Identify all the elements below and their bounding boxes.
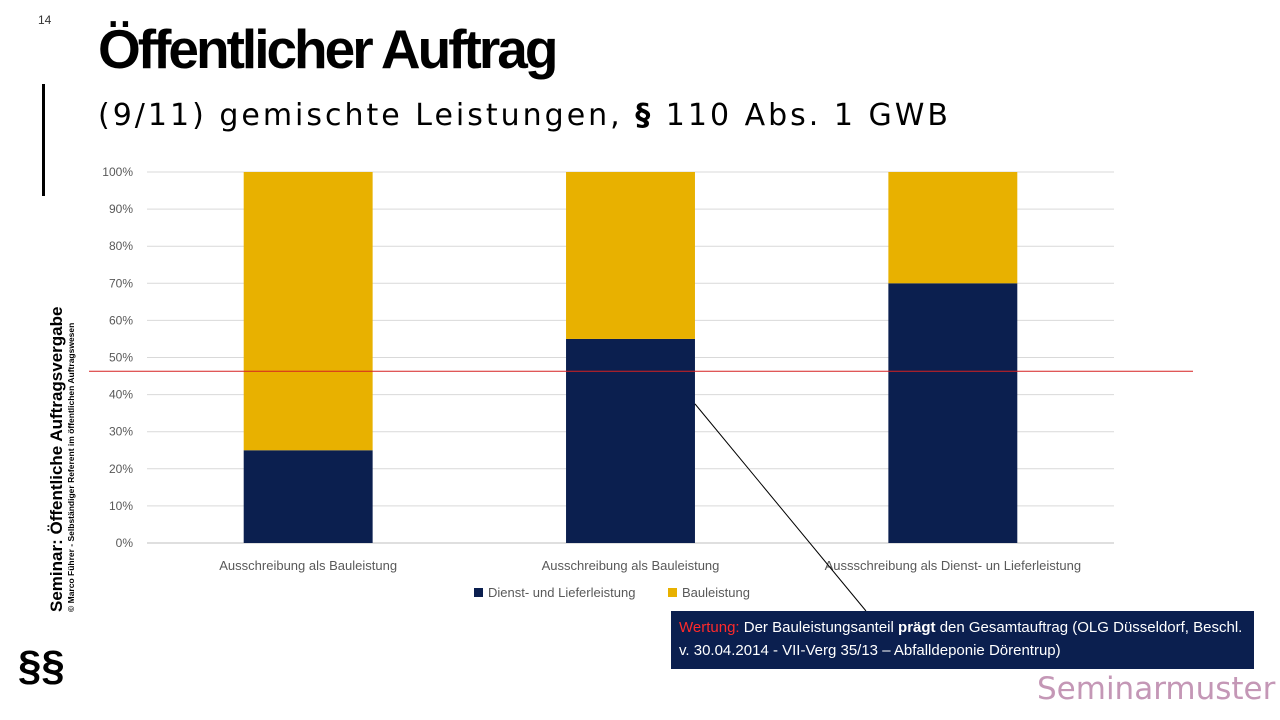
legend-swatch	[668, 588, 677, 597]
y-tick-label: 40%	[109, 388, 133, 402]
page-subtitle: (9/11) gemischte Leistungen, § 110 Abs. …	[98, 101, 951, 131]
bar-segment	[566, 172, 695, 339]
bar-segment	[566, 338, 695, 543]
subtitle-prefix: (9/11) gemischte Leistungen,	[98, 98, 636, 133]
subtitle-suffix: 110 Abs. 1 GWB	[653, 98, 951, 133]
y-tick-label: 0%	[116, 536, 134, 550]
y-tick-label: 70%	[109, 276, 133, 290]
callout-connector	[694, 403, 867, 612]
y-tick-label: 10%	[109, 499, 133, 513]
y-tick-label: 20%	[109, 462, 133, 476]
decorative-bar	[42, 84, 45, 196]
callout-box: Wertung: Der Bauleistungsanteil prägt de…	[671, 611, 1254, 669]
legend-label: Dienst- und Lieferleistung	[488, 585, 635, 600]
bar-segment	[888, 283, 1018, 543]
callout-label: Wertung:	[679, 619, 740, 636]
bar-segment	[888, 172, 1018, 284]
y-tick-label: 50%	[109, 351, 133, 365]
x-tick-label: Ausschreibung als Bauleistung	[542, 558, 720, 573]
watermark: Seminarmuster	[1037, 671, 1276, 707]
callout-text-1: Der Bauleistungsanteil	[739, 619, 899, 636]
y-tick-label: 90%	[109, 202, 133, 216]
page-title: Öffentlicher Auftrag	[98, 18, 558, 80]
y-tick-label: 80%	[109, 239, 133, 253]
bar-segment	[243, 172, 373, 451]
x-tick-label: Ausschreibung als Bauleistung	[219, 558, 397, 573]
subtitle-bold: §	[635, 98, 654, 133]
callout-bold: prägt	[898, 619, 936, 636]
page-number: 14	[38, 13, 52, 27]
y-tick-label: 100%	[102, 165, 133, 179]
bar-segment	[243, 450, 373, 543]
legend-swatch	[474, 588, 483, 597]
y-tick-label: 30%	[109, 425, 133, 439]
x-tick-label: Aussschreibung als Dienst- un Lieferleis…	[825, 558, 1082, 573]
y-tick-label: 60%	[109, 313, 133, 327]
paragraph-symbol: §§	[18, 642, 65, 689]
legend-label: Bauleistung	[682, 585, 750, 600]
callout-text-2: den Gesamtauftrag (OLG Düsseldorf, Besch…	[679, 619, 1243, 659]
